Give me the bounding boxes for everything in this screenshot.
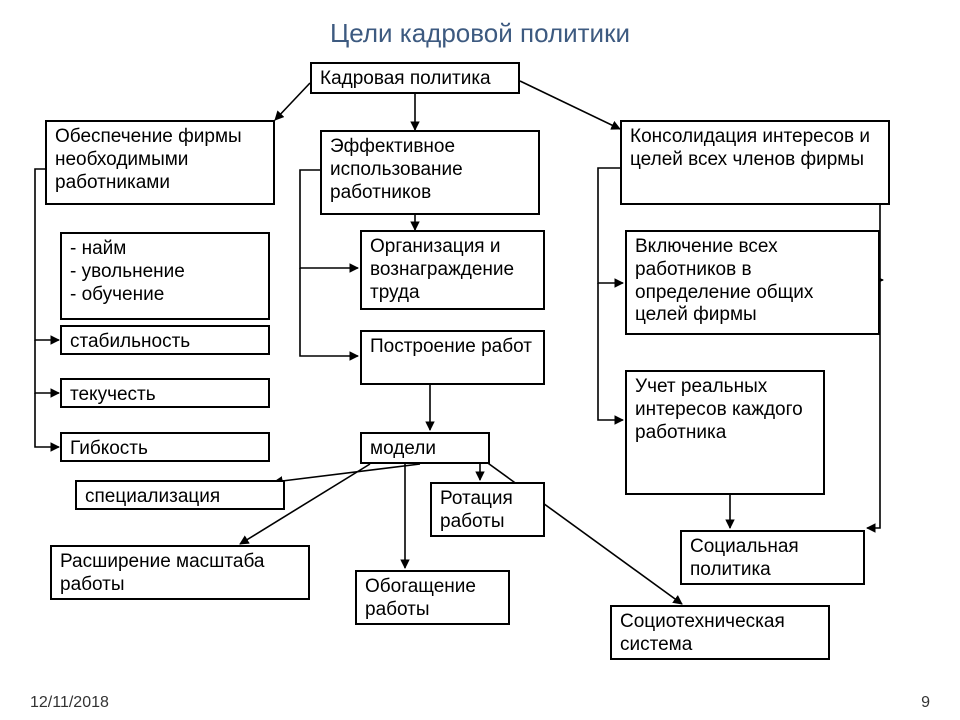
node-root: Кадровая политика <box>310 62 520 94</box>
node-flex: Гибкость <box>60 432 270 462</box>
node-include: Включение всех работников в определение … <box>625 230 880 335</box>
node-consolid: Консолидация интересов и целей всех член… <box>620 120 890 205</box>
node-stability: стабильность <box>60 325 270 355</box>
node-models: модели <box>360 432 490 464</box>
node-rotation: Ротация работы <box>430 482 545 537</box>
node-enrich: Обогащение работы <box>355 570 510 625</box>
node-orgpay: Организация и вознаграждение труда <box>360 230 545 310</box>
edge-2 <box>520 81 620 129</box>
node-effective: Эффективное использование работников <box>320 130 540 215</box>
node-provision: Обеспечение фирмы необходимыми работника… <box>45 120 275 205</box>
edge-16 <box>598 283 623 420</box>
diagram-stage: Цели кадровой политики Кадровая политика… <box>0 0 960 720</box>
node-socpolicy: Социальная политика <box>680 530 865 585</box>
footer-date: 12/11/2018 <box>30 694 109 712</box>
node-expand: Расширение масштаба работы <box>50 545 310 600</box>
node-special: специализация <box>75 480 285 510</box>
edge-10 <box>274 464 420 482</box>
node-realint: Учет реальных интересов каждого работник… <box>625 370 825 495</box>
footer-page: 9 <box>921 694 930 712</box>
node-turnover: текучесть <box>60 378 270 408</box>
node-sociotech: Социотехническая система <box>610 605 830 660</box>
edge-8 <box>300 268 358 356</box>
edge-5 <box>35 393 59 447</box>
edge-4 <box>35 340 59 393</box>
edge-1 <box>275 83 310 120</box>
edge-17 <box>880 205 883 280</box>
node-hirelist: - найм- увольнение- обучение <box>60 232 270 320</box>
node-buildwork: Построение работ <box>360 330 545 385</box>
slide-title: Цели кадровой политики <box>0 18 960 49</box>
